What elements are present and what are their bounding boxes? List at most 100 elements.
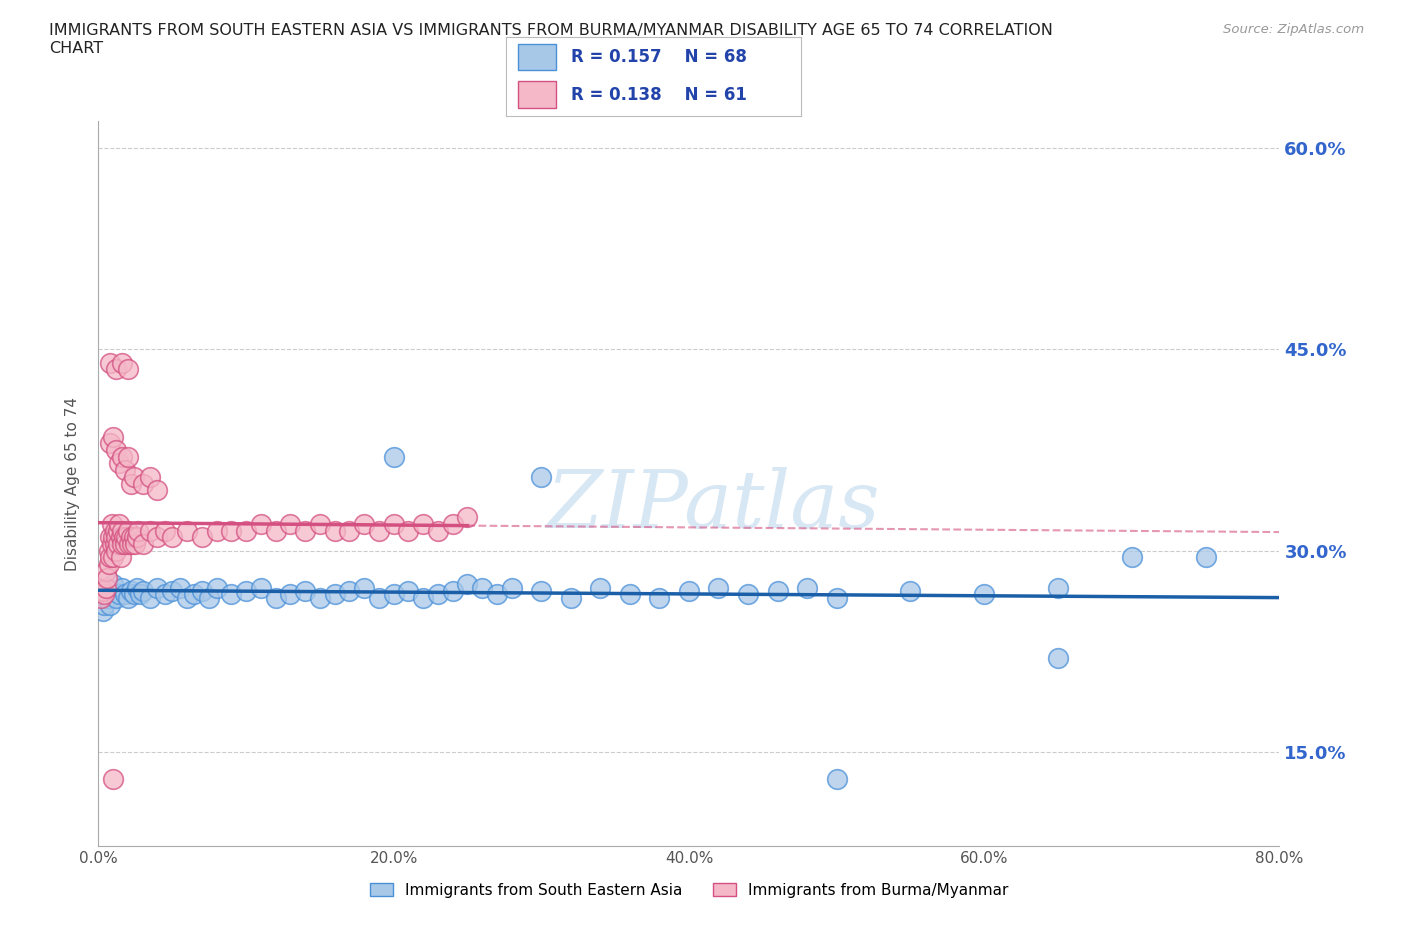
- Point: [457, 577, 479, 591]
- Point: [368, 524, 391, 538]
- Point: [368, 591, 391, 605]
- Text: R = 0.157    N = 68: R = 0.157 N = 68: [571, 48, 747, 66]
- Point: [198, 591, 221, 605]
- Point: [560, 591, 582, 605]
- Point: [139, 591, 162, 605]
- Point: [191, 530, 214, 545]
- Point: [94, 564, 117, 578]
- Point: [98, 550, 121, 565]
- Point: [900, 584, 922, 599]
- Text: IMMIGRANTS FROM SOUTH EASTERN ASIA VS IMMIGRANTS FROM BURMA/MYANMAR DISABILITY A: IMMIGRANTS FROM SOUTH EASTERN ASIA VS IM…: [49, 23, 1053, 56]
- Point: [111, 524, 134, 538]
- Point: [117, 362, 139, 377]
- Point: [122, 470, 145, 485]
- Point: [441, 584, 464, 599]
- Point: [111, 537, 134, 551]
- Point: [103, 772, 125, 787]
- Point: [103, 550, 125, 565]
- Point: [353, 516, 375, 531]
- Point: [114, 586, 136, 601]
- Point: [122, 530, 145, 545]
- Point: [146, 581, 169, 596]
- Point: [94, 591, 117, 605]
- FancyBboxPatch shape: [517, 82, 557, 109]
- Point: [90, 591, 112, 605]
- Point: [103, 530, 125, 545]
- Point: [619, 586, 641, 601]
- Point: [309, 516, 332, 531]
- Point: [183, 586, 205, 601]
- Point: [111, 581, 134, 596]
- Point: [105, 443, 128, 458]
- Legend: Immigrants from South Eastern Asia, Immigrants from Burma/Myanmar: Immigrants from South Eastern Asia, Immi…: [364, 877, 1014, 904]
- Point: [205, 524, 228, 538]
- Point: [146, 530, 169, 545]
- Point: [132, 476, 155, 491]
- Point: [105, 530, 128, 545]
- Point: [501, 581, 523, 596]
- Point: [105, 543, 128, 558]
- Point: [120, 476, 142, 491]
- Point: [100, 537, 122, 551]
- Point: [128, 586, 150, 601]
- Point: [98, 436, 121, 451]
- Point: [1121, 550, 1143, 565]
- Point: [91, 604, 114, 618]
- Point: [97, 557, 120, 572]
- Point: [589, 581, 612, 596]
- Point: [471, 581, 494, 596]
- Point: [98, 597, 121, 612]
- Point: [112, 530, 135, 545]
- Point: [139, 470, 162, 485]
- Point: [294, 584, 316, 599]
- Point: [100, 516, 122, 531]
- Point: [1046, 581, 1070, 596]
- Point: [96, 570, 118, 585]
- Point: [107, 524, 129, 538]
- Point: [97, 591, 120, 605]
- Point: [339, 524, 361, 538]
- Point: [412, 516, 434, 531]
- Point: [93, 586, 115, 601]
- Point: [530, 470, 553, 485]
- Point: [121, 537, 143, 551]
- Point: [97, 543, 120, 558]
- Point: [153, 524, 176, 538]
- Point: [139, 524, 162, 538]
- Point: [427, 524, 450, 538]
- Point: [120, 584, 142, 599]
- Point: [103, 577, 125, 591]
- Point: [105, 591, 128, 605]
- Point: [264, 591, 287, 605]
- Point: [111, 355, 134, 370]
- Point: [110, 530, 132, 545]
- Point: [323, 586, 346, 601]
- Point: [115, 530, 138, 545]
- Point: [120, 530, 142, 545]
- Point: [1195, 550, 1218, 565]
- Point: [124, 537, 146, 551]
- Point: [796, 581, 818, 596]
- Point: [412, 591, 434, 605]
- Point: [176, 591, 198, 605]
- Point: [235, 524, 257, 538]
- Point: [309, 591, 332, 605]
- Point: [323, 524, 346, 538]
- Point: [117, 524, 139, 538]
- Point: [153, 586, 176, 601]
- Point: [264, 524, 287, 538]
- Point: [125, 530, 148, 545]
- Point: [382, 516, 405, 531]
- Point: [221, 524, 243, 538]
- Point: [114, 463, 136, 478]
- Point: [96, 584, 118, 599]
- Point: [530, 584, 553, 599]
- Point: [104, 524, 127, 538]
- Point: [162, 584, 183, 599]
- Point: [132, 584, 155, 599]
- Point: [427, 586, 450, 601]
- Point: [108, 586, 131, 601]
- Point: [486, 586, 509, 601]
- Point: [250, 581, 273, 596]
- Point: [98, 530, 121, 545]
